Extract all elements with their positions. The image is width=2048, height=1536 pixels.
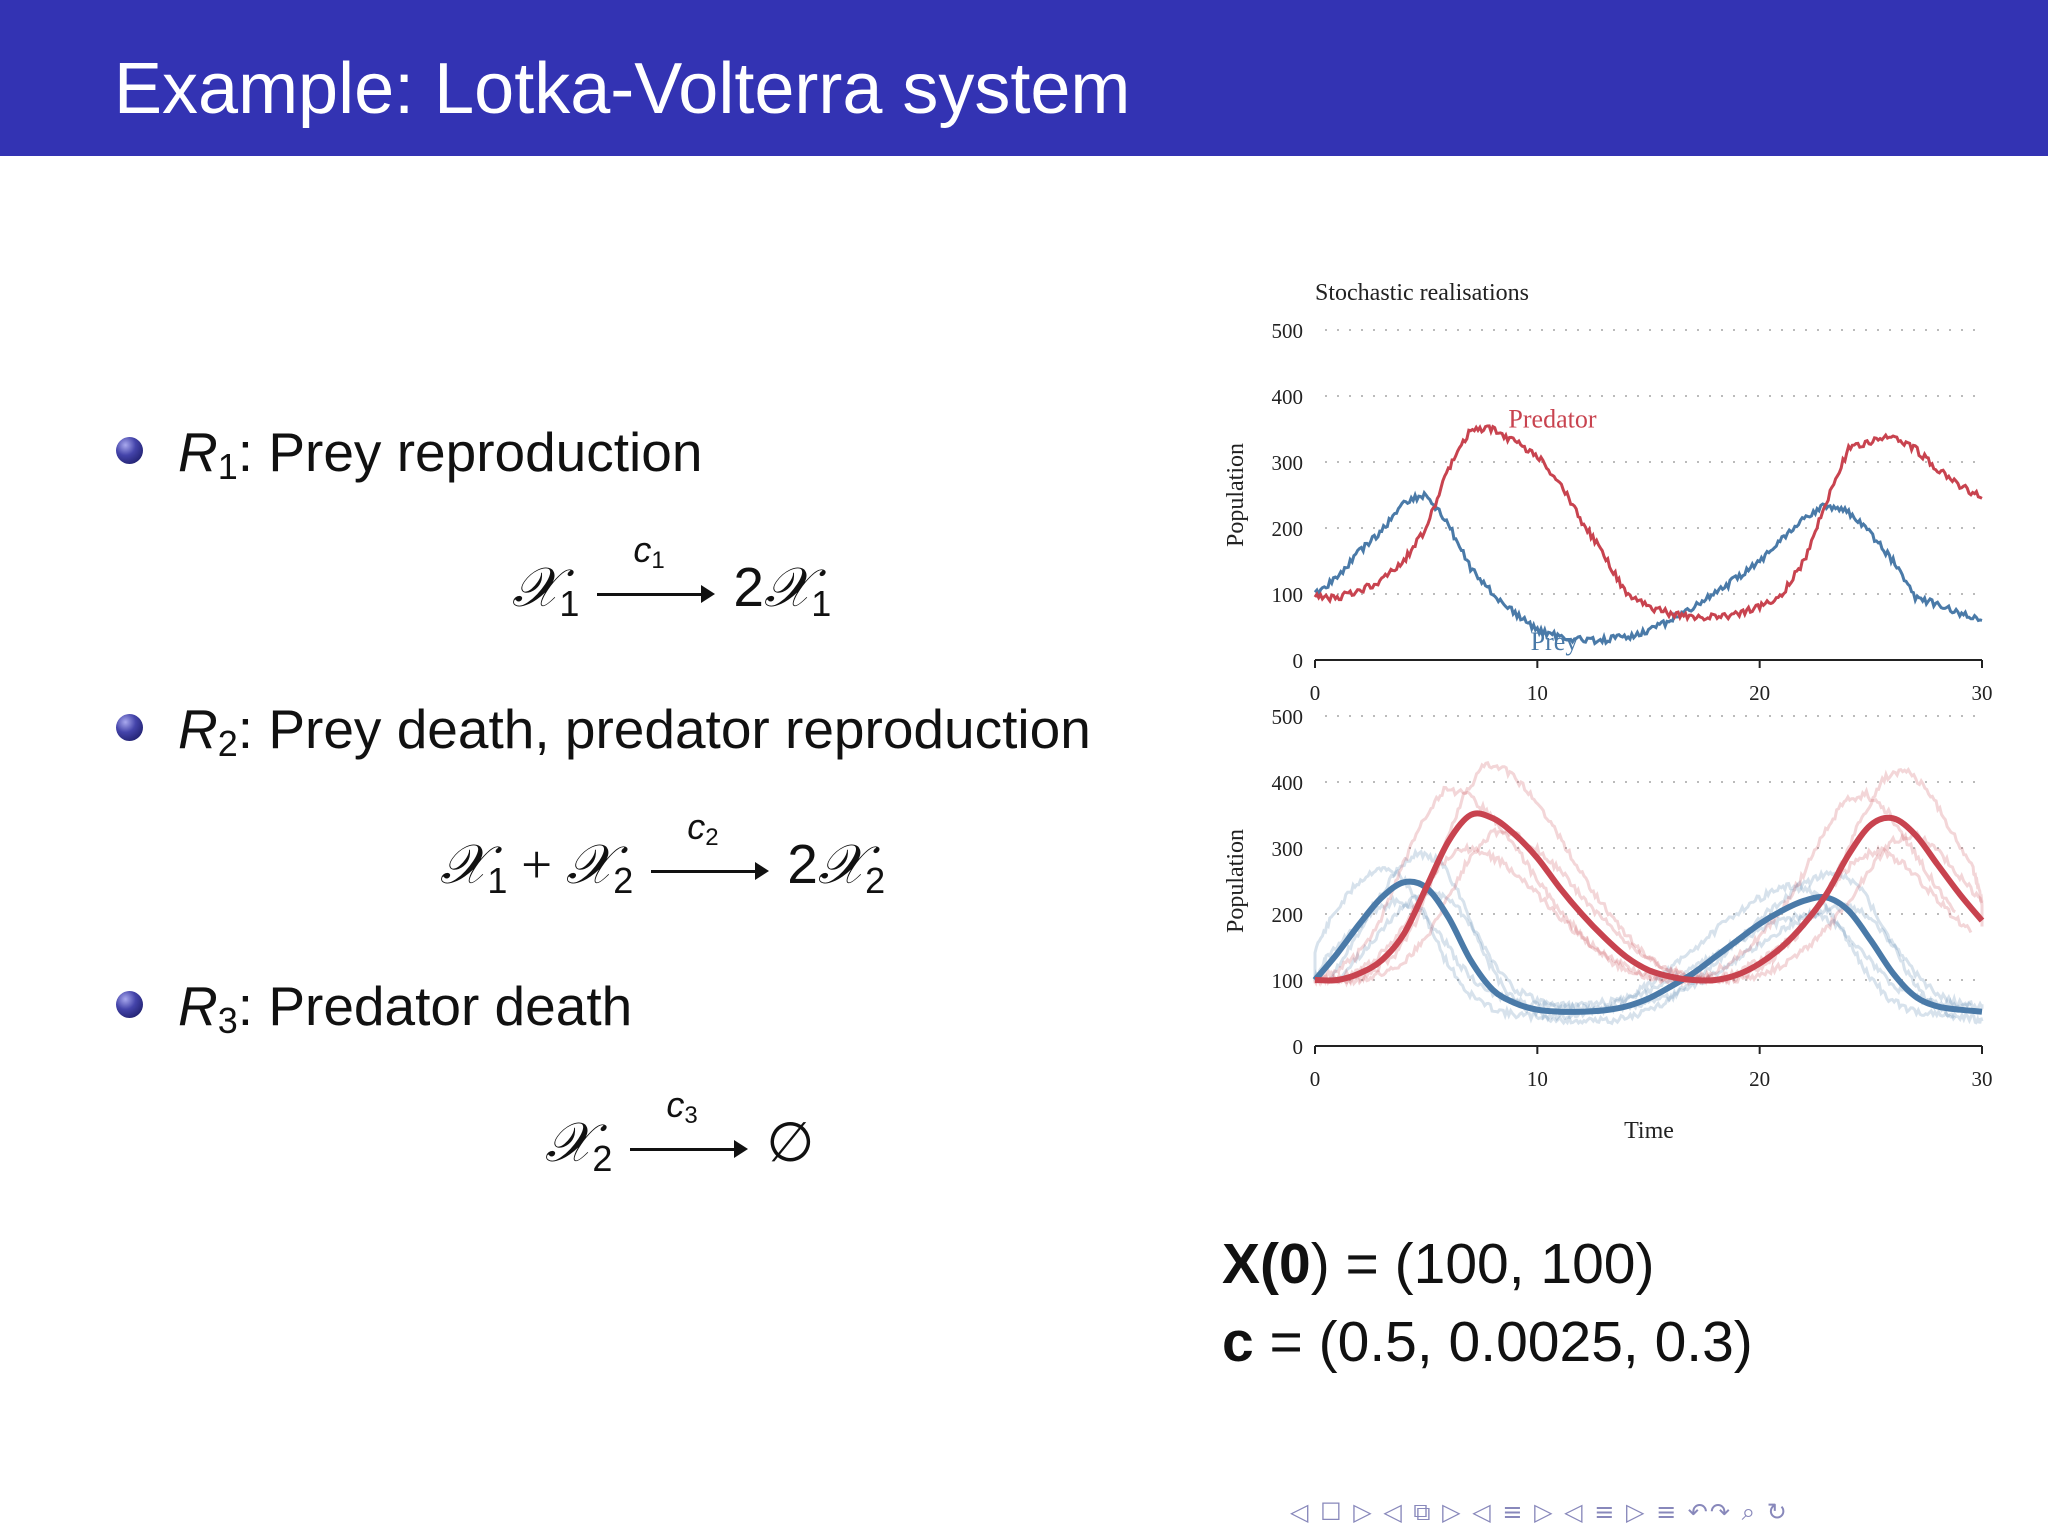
slide-title: Example: Lotka-Volterra system: [114, 49, 1131, 129]
series-line: [1313, 489, 1983, 646]
x-axis-label: Time: [1624, 1118, 1674, 1144]
y-tick-label: 200: [1272, 517, 1304, 541]
x-tick-label: 0: [1310, 1067, 1321, 1091]
realisation-line: [1326, 761, 1984, 987]
x-tick-label: 30: [1972, 1067, 1993, 1091]
rate-constants: c = (0.5, 0.0025, 0.3): [1222, 1310, 1753, 1374]
y-tick-label: 200: [1272, 903, 1304, 927]
equation-2: 𝒳1 + 𝒳2 c2 2𝒳2: [440, 806, 886, 901]
y-tick-label: 0: [1293, 649, 1304, 673]
reaction-label: : Prey death, predator reproduction: [237, 698, 1091, 760]
mean-line: [1314, 810, 1985, 984]
y-tick-label: 100: [1272, 969, 1304, 993]
reaction-name: R1: [178, 421, 238, 487]
series-line: [1313, 424, 1983, 623]
realisation-line: [1313, 842, 1973, 988]
y-tick-label: 100: [1272, 583, 1304, 607]
realisation-line: [1313, 866, 1957, 1024]
x-tick-label: 20: [1749, 681, 1770, 705]
y-axis-label: Population: [1223, 829, 1249, 933]
reaction-label: : Prey reproduction: [237, 421, 703, 483]
y-tick-label: 300: [1272, 451, 1304, 475]
y-tick-label: 400: [1272, 385, 1304, 409]
realisation-line: [1313, 785, 1956, 988]
x-tick-label: 10: [1527, 1067, 1548, 1091]
x-tick-label: 0: [1310, 681, 1321, 705]
x-tick-label: 10: [1527, 681, 1548, 705]
mean-line: [1312, 878, 1983, 1015]
y-tick-label: 400: [1272, 771, 1304, 795]
equation-1: 𝒳1 c1 2𝒳1: [512, 529, 832, 624]
reaction-arrow: c3: [630, 1084, 749, 1168]
title-bar: Example: Lotka-Volterra system: [0, 0, 2048, 156]
predator-annotation: Predator: [1508, 405, 1596, 434]
chart-title: Stochastic realisations: [1315, 280, 1529, 306]
bottom-chart: 0 100 200 300 400 500 0 10 20 30 Population: [1223, 705, 1993, 1091]
reaction-arrow: c1: [597, 529, 716, 613]
realisation-line: [1313, 894, 1972, 1014]
y-tick-label: 500: [1272, 705, 1304, 729]
reaction-label: : Predator death: [237, 975, 633, 1037]
reaction-name: R3: [178, 975, 238, 1041]
bullet-reaction-1: R1: Prey reproduction: [116, 420, 703, 487]
y-tick-label: 0: [1293, 1035, 1304, 1059]
y-axis-label: Population: [1223, 443, 1249, 547]
bullet-ball-icon: [116, 436, 143, 464]
parameters-block: X(0) = (100, 100) c = (0.5, 0.0025, 0.3): [1222, 1225, 1753, 1381]
top-chart: 0 100 200 300 400 500 0 10 20 30 Population Predato…: [1223, 319, 1993, 705]
bullet-reaction-2: R2: Prey death, predator reproduction: [116, 697, 1091, 764]
bullet-ball-icon: [116, 990, 143, 1018]
realisation-line: [1335, 888, 1984, 1015]
beamer-navigation-bar[interactable]: ◁ ☐ ▷ ◁ ⧉ ▷ ◁ ≡ ▷ ◁ ≡ ▷ ≡ ↶↷ ⌕ ↻: [1290, 1498, 1789, 1526]
initial-state: X(0) = (100, 100): [1222, 1232, 1655, 1296]
realisation-line: [1335, 826, 1984, 988]
bullet-reaction-3: R3: Predator death: [116, 974, 633, 1041]
reaction-name: R2: [178, 698, 238, 764]
y-tick-label: 500: [1272, 319, 1304, 343]
equation-3: 𝒳2 c3 ∅: [545, 1084, 815, 1179]
x-tick-label: 20: [1749, 1067, 1770, 1091]
realisation-line: [1327, 847, 1984, 1026]
prey-annotation: Prey: [1531, 627, 1579, 656]
y-tick-label: 300: [1272, 837, 1304, 861]
bullet-ball-icon: [116, 713, 143, 741]
x-tick-label: 30: [1972, 681, 1993, 705]
reaction-arrow: c2: [651, 806, 770, 890]
